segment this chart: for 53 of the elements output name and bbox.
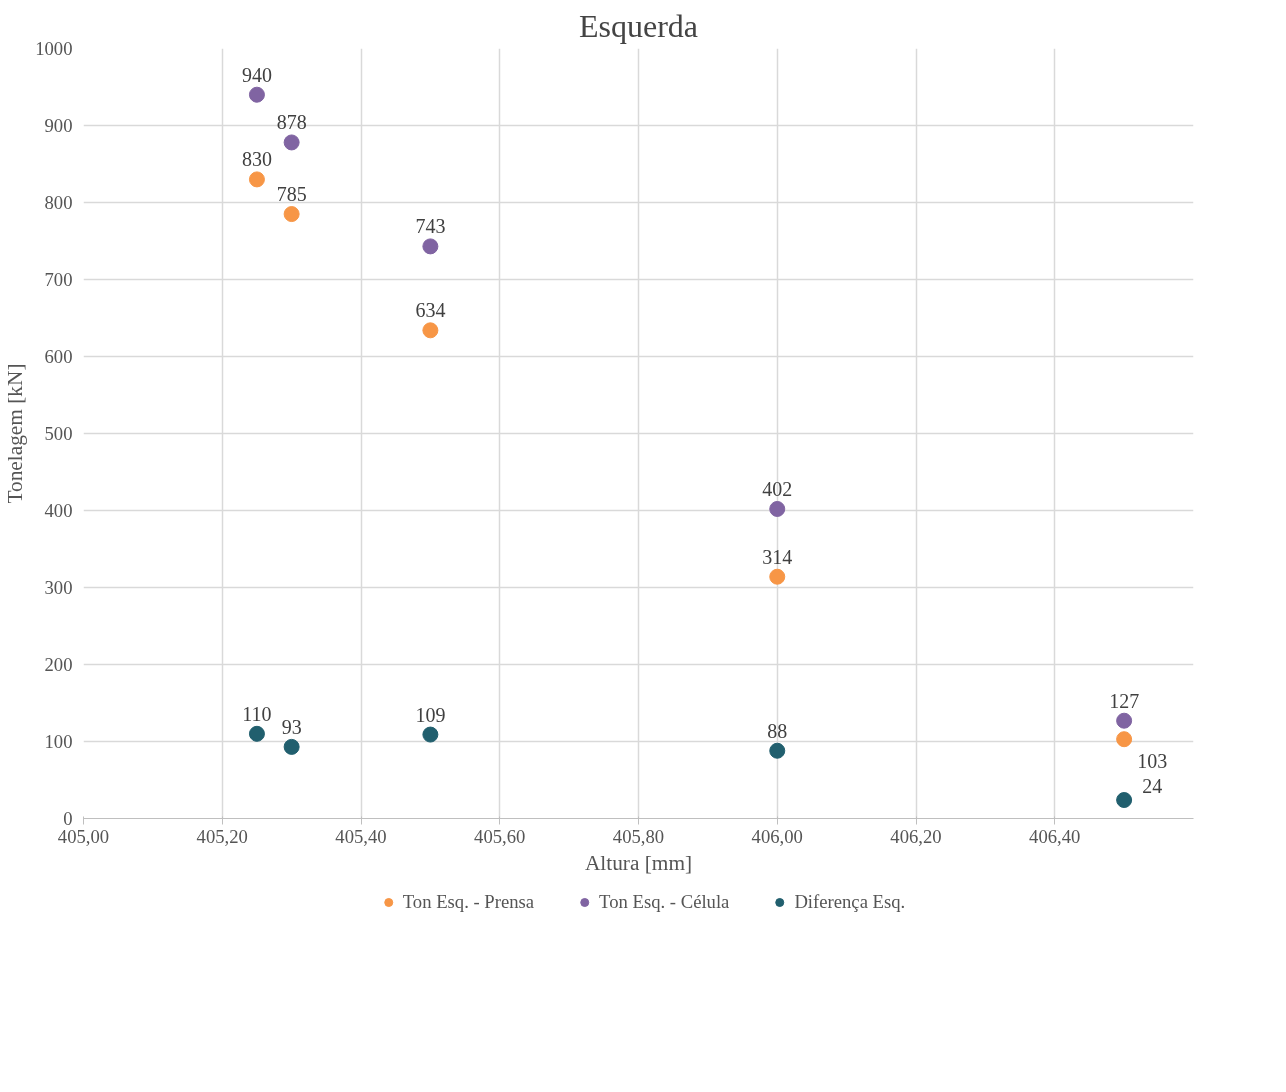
point bbox=[422, 726, 439, 743]
x-tick-label: 405,80 bbox=[612, 825, 665, 847]
point bbox=[422, 238, 439, 255]
x-tick-label: 405,60 bbox=[474, 825, 526, 847]
legend-label: Ton Esq. - Célula bbox=[599, 891, 730, 913]
legend-label: Diferença Esq. bbox=[794, 891, 906, 913]
y-tick-label: 900 bbox=[44, 115, 73, 136]
point bbox=[769, 568, 786, 585]
x-tick-label: 406,20 bbox=[890, 825, 942, 847]
legend-label: Ton Esq. - Prensa bbox=[402, 891, 535, 913]
y-tick-label: 500 bbox=[44, 423, 73, 444]
y-tick-label: 200 bbox=[44, 654, 73, 675]
chart-title: Esquerda bbox=[578, 7, 699, 44]
point bbox=[1116, 712, 1133, 729]
point bbox=[248, 725, 265, 742]
y-tick-label: 800 bbox=[44, 192, 73, 213]
data-label: 24 bbox=[1142, 775, 1163, 798]
x-tick-label: 405,40 bbox=[335, 825, 387, 847]
point bbox=[769, 500, 786, 517]
data-label: 314 bbox=[762, 545, 793, 568]
point bbox=[1116, 731, 1133, 748]
x-axis-title: Altura [mm] bbox=[584, 850, 693, 875]
y-tick-label: 100 bbox=[44, 731, 73, 752]
point bbox=[283, 738, 300, 755]
point bbox=[769, 742, 786, 759]
data-label: 402 bbox=[762, 477, 793, 500]
x-tick-label: 405,20 bbox=[196, 825, 248, 847]
y-tick-label: 1000 bbox=[35, 38, 73, 59]
data-label: 830 bbox=[241, 148, 272, 171]
x-tick-label: 406,00 bbox=[751, 825, 803, 847]
point bbox=[248, 86, 265, 103]
y-tick-label: 400 bbox=[44, 500, 73, 521]
data-label: 88 bbox=[767, 719, 788, 742]
point bbox=[422, 322, 439, 339]
y-tick-label: 700 bbox=[44, 269, 73, 290]
point bbox=[283, 134, 300, 151]
data-label: 110 bbox=[242, 702, 272, 725]
point bbox=[1116, 792, 1133, 809]
data-label: 93 bbox=[281, 715, 302, 738]
y-tick-label: 600 bbox=[44, 346, 73, 367]
x-tick-label: 406,40 bbox=[1029, 825, 1081, 847]
data-label: 878 bbox=[276, 111, 307, 134]
y-tick-label: 300 bbox=[44, 577, 73, 598]
y-axis-title: Tonelagem [kN] bbox=[3, 363, 28, 504]
data-label: 743 bbox=[415, 215, 446, 238]
data-label: 785 bbox=[276, 183, 307, 206]
data-label: 127 bbox=[1109, 689, 1140, 712]
point bbox=[283, 206, 300, 223]
data-label: 940 bbox=[241, 63, 272, 86]
point bbox=[248, 171, 265, 188]
data-label: 109 bbox=[415, 703, 446, 726]
data-label: 634 bbox=[415, 299, 446, 322]
data-label: 103 bbox=[1137, 750, 1168, 773]
